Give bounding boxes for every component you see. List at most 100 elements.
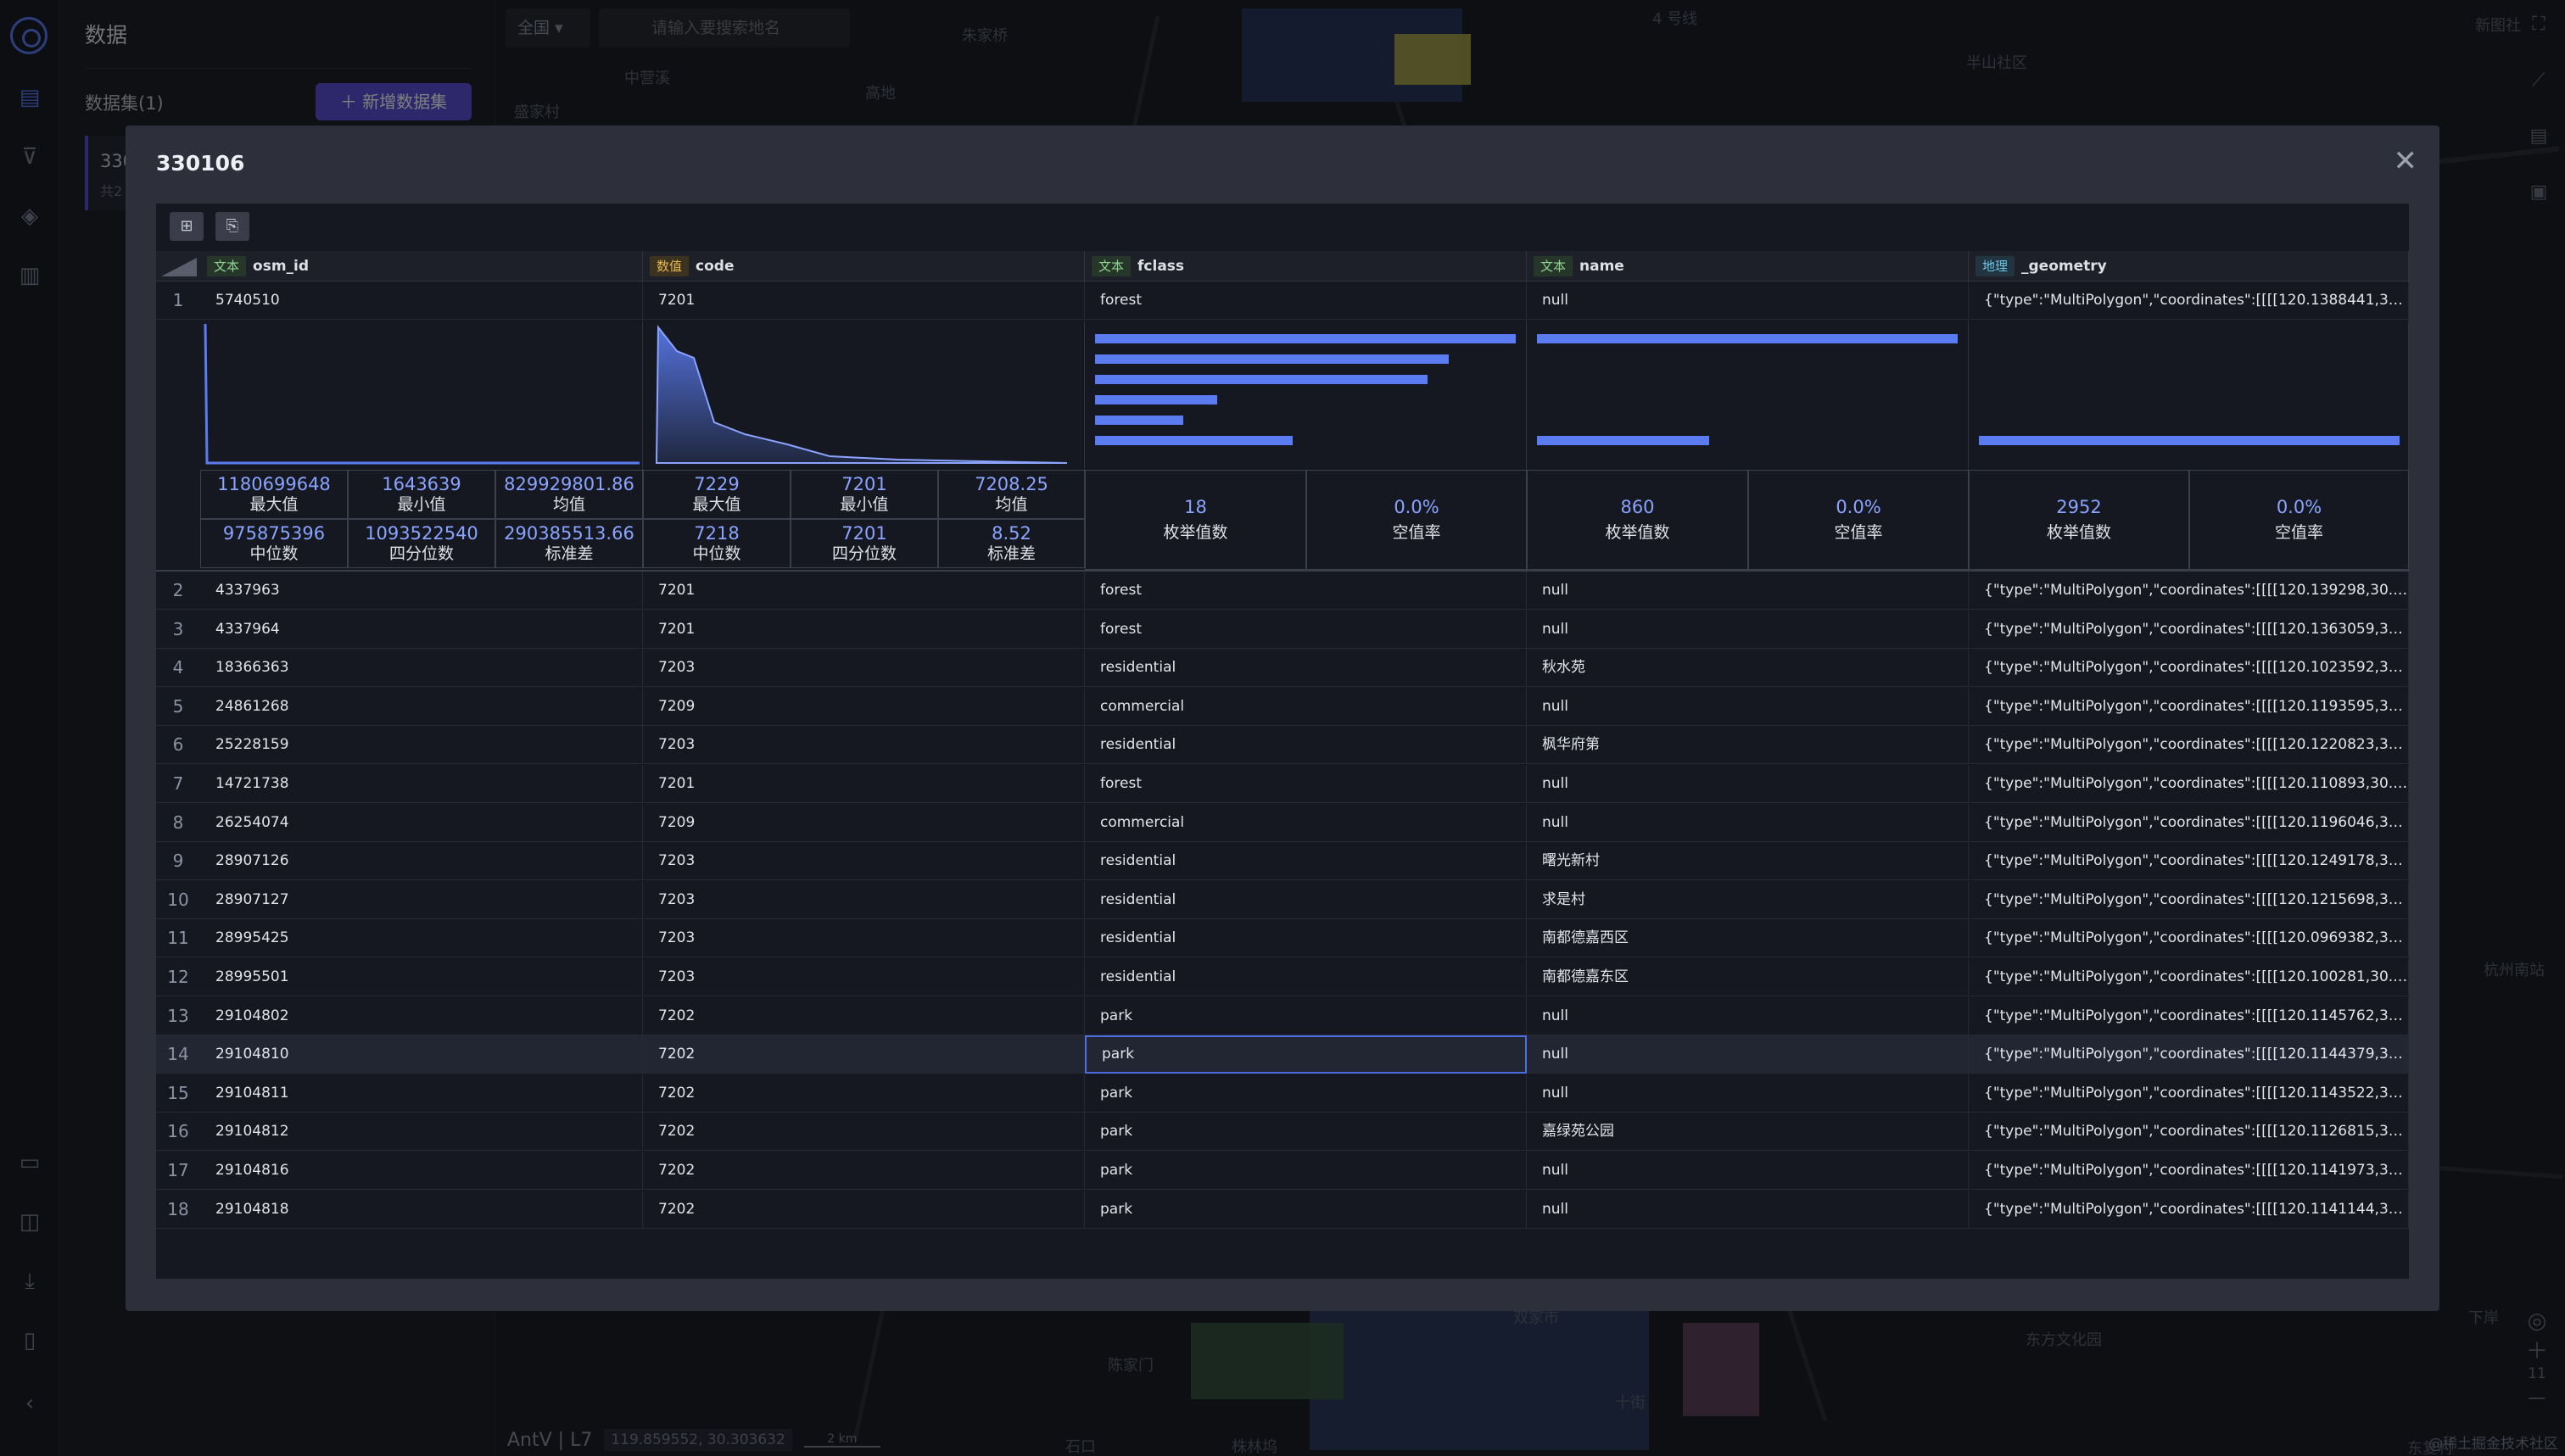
cell-geometry[interactable]: {"type":"MultiPolygon","coordinates":[[[… [1969, 610, 2409, 649]
table-row[interactable]: 17 29104816 7202 park null {"type":"MultiPoly… [156, 1152, 2409, 1190]
cell-code[interactable]: 7203 [643, 649, 1085, 688]
cell-name[interactable]: null [1527, 765, 1969, 803]
cell-fclass[interactable]: residential [1085, 880, 1527, 919]
cell-geometry[interactable]: {"type":"MultiPolygon","coordinates":[[[… [1969, 765, 2409, 803]
cell-code[interactable]: 7202 [643, 1152, 1085, 1190]
cell-geometry[interactable]: {"type":"MultiPolygon","coordinates":[[[… [1969, 1113, 2409, 1152]
cell-code[interactable]: 7203 [643, 842, 1085, 881]
table-row[interactable]: 7 14721738 7201 forest null {"type":"MultiPol… [156, 765, 2409, 803]
cell-fclass[interactable]: forest [1085, 765, 1527, 803]
cell-name[interactable]: 嘉绿苑公园 [1527, 1113, 1969, 1152]
cell-geometry[interactable]: {"type":"MultiPolygon","coordinates":[[[… [1969, 1074, 2409, 1113]
cell-fclass[interactable]: residential [1085, 958, 1527, 996]
cell-osm_id[interactable]: 29104802 [200, 996, 643, 1035]
cell-name[interactable]: null [1527, 803, 1969, 842]
cell-fclass[interactable]: park [1085, 1152, 1527, 1190]
cell-osm_id[interactable]: 14721738 [200, 765, 643, 803]
cell-code[interactable]: 7203 [643, 880, 1085, 919]
frequency-bar[interactable] [1537, 436, 1709, 445]
cell-geometry[interactable]: {"type":"MultiPolygon","coordinates":[[[… [1969, 687, 2409, 726]
cell-code[interactable]: 7202 [643, 1074, 1085, 1113]
cell-code[interactable]: 7202 [643, 1035, 1085, 1074]
column-header-osm_id[interactable]: 文本 osm_id [200, 251, 643, 282]
expand-icon[interactable]: ⊞ [170, 212, 204, 241]
table-row[interactable]: 16 29104812 7202 park 嘉绿苑公园 {"type":"MultiPol… [156, 1113, 2409, 1152]
table-row[interactable]: 8 26254074 7209 commercial null {"type":"Mult… [156, 803, 2409, 842]
cell-name[interactable]: null [1527, 687, 1969, 726]
column-header-geometry[interactable]: 地理 _geometry [1969, 251, 2409, 282]
frequency-bar[interactable] [1537, 334, 1958, 343]
cell-fclass[interactable]: residential [1085, 842, 1527, 881]
column-header-code[interactable]: 数值 code [643, 251, 1085, 282]
frequency-bar[interactable] [1095, 395, 1217, 404]
table-row[interactable]: 6 25228159 7203 residential 枫华府第 {"type":"Mul… [156, 726, 2409, 765]
cell-name[interactable]: null [1527, 610, 1969, 649]
cell-fclass[interactable]: forest [1085, 572, 1527, 610]
cell-name[interactable]: null [1527, 1190, 1969, 1229]
cell-fclass[interactable]: residential [1085, 726, 1527, 765]
cell-fclass[interactable]: forest [1085, 610, 1527, 649]
cell-geometry[interactable]: {"type":"MultiPolygon","coordinates":[[[… [1969, 803, 2409, 842]
cell-name[interactable]: 枫华府第 [1527, 726, 1969, 765]
cell-osm_id[interactable]: 29104812 [200, 1113, 643, 1152]
cell-geometry[interactable]: {"type":"MultiPolygon","coordinates":[[[… [1969, 1190, 2409, 1229]
cell-osm_id[interactable]: 29104816 [200, 1152, 643, 1190]
cell-osm_id[interactable]: 28907126 [200, 842, 643, 881]
cell-fclass[interactable]: residential [1085, 919, 1527, 958]
frequency-bar[interactable] [1095, 334, 1516, 343]
cell-osm_id[interactable]: 4337964 [200, 610, 643, 649]
cell-geometry[interactable]: {"type":"MultiPolygon","coordinates":[[[… [1969, 282, 2409, 320]
cell-geometry[interactable]: {"type":"MultiPolygon","coordinates":[[[… [1969, 572, 2409, 610]
frequency-bar[interactable] [1095, 436, 1293, 445]
cell-code[interactable]: 7201 [643, 282, 1085, 320]
cell-geometry[interactable]: {"type":"MultiPolygon","coordinates":[[[… [1969, 919, 2409, 958]
table-row[interactable]: 14 29104810 7202 park null {"type":"MultiPoly… [156, 1035, 2409, 1074]
cell-code[interactable]: 7209 [643, 803, 1085, 842]
cell-code[interactable]: 7202 [643, 1190, 1085, 1229]
table-row[interactable]: 5 24861268 7209 commercial null {"type":"Mult… [156, 687, 2409, 726]
cell-osm_id[interactable]: 29104810 [200, 1035, 643, 1074]
table-row[interactable]: 4 18366363 7203 residential 秋水苑 {"type":"Mult… [156, 649, 2409, 688]
cell-fclass[interactable]: park [1085, 1190, 1527, 1229]
cell-name[interactable]: null [1527, 1152, 1969, 1190]
cell-osm_id[interactable]: 24861268 [200, 687, 643, 726]
cell-name[interactable]: null [1527, 996, 1969, 1035]
cell-code[interactable]: 7203 [643, 919, 1085, 958]
cell-code[interactable]: 7201 [643, 765, 1085, 803]
cell-code[interactable]: 7202 [643, 996, 1085, 1035]
cell-code[interactable]: 7203 [643, 958, 1085, 996]
cell-osm_id[interactable]: 26254074 [200, 803, 643, 842]
cell-osm_id[interactable]: 4337963 [200, 572, 643, 610]
cell-code[interactable]: 7201 [643, 572, 1085, 610]
cell-fclass[interactable]: park [1085, 996, 1527, 1035]
cell-name[interactable]: 南都德嘉东区 [1527, 958, 1969, 996]
select-all-corner[interactable] [156, 251, 200, 282]
table-row[interactable]: 2 4337963 7201 forest null {"type":"MultiPoly… [156, 572, 2409, 610]
table-row[interactable]: 1 5740510 7201 forest null {"type":"Mult… [156, 282, 2409, 320]
cell-geometry[interactable]: {"type":"MultiPolygon","coordinates":[[[… [1969, 726, 2409, 765]
column-header-fclass[interactable]: 文本 fclass [1085, 251, 1527, 282]
cell-fclass[interactable]: commercial [1085, 687, 1527, 726]
table-row[interactable]: 18 29104818 7202 park null {"type":"MultiPoly… [156, 1190, 2409, 1229]
cell-osm_id[interactable]: 28995425 [200, 919, 643, 958]
cell-geometry[interactable]: {"type":"MultiPolygon","coordinates":[[[… [1969, 649, 2409, 688]
cell-osm_id[interactable]: 29104811 [200, 1074, 643, 1113]
close-icon[interactable]: ✕ [2393, 144, 2418, 178]
cell-name[interactable]: 南都德嘉西区 [1527, 919, 1969, 958]
cell-code[interactable]: 7202 [643, 1113, 1085, 1152]
cell-geometry[interactable]: {"type":"MultiPolygon","coordinates":[[[… [1969, 996, 2409, 1035]
cell-osm_id[interactable]: 18366363 [200, 649, 643, 688]
cell-code[interactable]: 7209 [643, 687, 1085, 726]
table-row[interactable]: 13 29104802 7202 park null {"type":"MultiPoly… [156, 996, 2409, 1035]
export-icon[interactable]: ⎘ [215, 212, 249, 241]
cell-geometry[interactable]: {"type":"MultiPolygon","coordinates":[[[… [1969, 1152, 2409, 1190]
cell-name[interactable]: 求是村 [1527, 880, 1969, 919]
cell-name[interactable]: null [1527, 572, 1969, 610]
cell-geometry[interactable]: {"type":"MultiPolygon","coordinates":[[[… [1969, 880, 2409, 919]
cell-fclass[interactable]: residential [1085, 649, 1527, 688]
cell-code[interactable]: 7201 [643, 610, 1085, 649]
cell-fclass[interactable]: park [1085, 1074, 1527, 1113]
table-row[interactable]: 10 28907127 7203 residential 求是村 {"type":"Mul… [156, 880, 2409, 919]
cell-fclass[interactable]: park [1085, 1035, 1527, 1074]
cell-fclass[interactable]: park [1085, 1113, 1527, 1152]
